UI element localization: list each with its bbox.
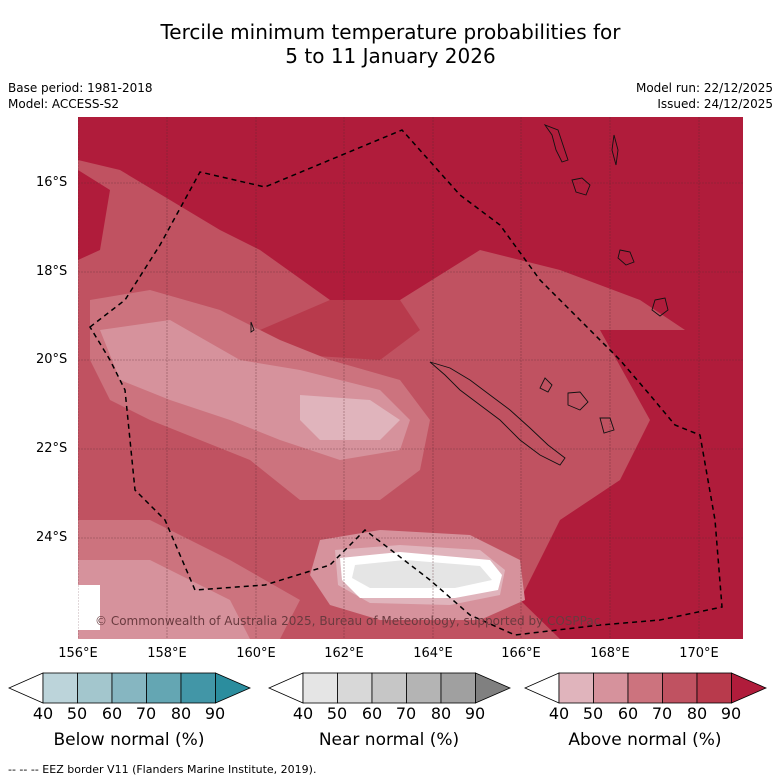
tick-below-60: 60 [101,704,123,723]
colorbar-segment [593,672,629,704]
lon-label-160e: 160°E [236,646,276,661]
coastlines [250,124,669,466]
vanuatu-coast-3 [611,134,619,166]
eez-border [89,129,723,636]
lon-label-166e: 166°E [501,646,541,661]
base-period: Base period: 1981-2018 [8,81,153,95]
colorbar-extend-high [475,672,511,704]
tick-below-90: 90 [204,704,226,723]
tick-near-40: 40 [292,704,314,723]
colorbar-segment [337,672,373,704]
tick-near-70: 70 [395,704,417,723]
colorbar-segment [662,672,698,704]
issued-date: Issued: 24/12/2025 [657,97,773,111]
lon-label-170e: 170°E [679,646,719,661]
near-white-west [78,585,100,630]
colorbar-extend-high [731,672,767,704]
colorbar-label-above: Above normal (%) [568,730,722,750]
tick-below-40: 40 [32,704,54,723]
tick-near-50: 50 [326,704,348,723]
island-coast-5 [651,297,669,317]
tick-above-70: 70 [651,704,673,723]
new-caledonia-coast [429,361,566,466]
colorbar-segment [627,672,663,704]
model-run: Model run: 22/12/2025 [635,81,773,95]
colorbar-segment [302,672,338,704]
vanuatu-coast-1 [543,124,569,163]
lon-label-164e: 164°E [413,646,453,661]
band-90 [78,117,743,360]
band-90-west [78,170,110,260]
colorbar-segment [558,672,594,704]
band-50 [300,395,400,440]
colorbar-segment [111,672,147,704]
map-field [78,117,743,639]
tick-below-70: 70 [135,704,157,723]
lon-label-162e: 162°E [324,646,364,661]
band-85 [260,300,420,360]
tick-above-80: 80 [686,704,708,723]
colorbar-extend-high [215,672,251,704]
vanuatu-coast-2 [571,177,591,196]
colorbar-extend-low [268,672,304,704]
vanuatu-coast-4 [617,249,635,266]
loyalty-coast-1 [539,377,553,393]
tick-below-50: 50 [66,704,88,723]
map-title: Tercile minimum temperature probabilitie… [0,20,781,68]
model-name: Model: ACCESS-S2 [8,97,120,111]
colorbar-segment [77,672,113,704]
band-90-east [520,330,743,639]
tick-above-50: 50 [582,704,604,723]
tick-above-60: 60 [617,704,639,723]
colorbar-near-normal [268,672,511,704]
lat-label-24s: 24°S [36,530,68,545]
colorbar-segment [371,672,407,704]
lat-label-20s: 20°S [36,352,68,367]
colorbar-segment [440,672,476,704]
lat-label-18s: 18°S [36,264,68,279]
meta-right: Model run: 22/12/2025 Issued: 24/12/2025 [636,80,773,112]
tick-above-90: 90 [720,704,742,723]
lon-label-158e: 158°E [147,646,187,661]
title-line-1: Tercile minimum temperature probabilitie… [160,20,621,44]
colorbar-label-near: Near normal (%) [318,730,460,750]
lat-label-16s: 16°S [36,175,68,190]
tick-near-60: 60 [361,704,383,723]
colorbar-segment [146,672,182,704]
colorbar-segment [42,672,78,704]
colorbar-below-normal [8,672,251,704]
copyright-text: © Commonwealth of Australia 2025, Bureau… [95,614,601,628]
tick-near-90: 90 [464,704,486,723]
colorbar-segment [406,672,442,704]
tick-above-40: 40 [548,704,570,723]
title-line-2: 5 to 11 January 2026 [285,44,496,68]
meta-left: Base period: 1981-2018 Model: ACCESS-S2 [8,80,153,112]
loyalty-coast-3 [599,417,615,434]
lon-label-168e: 168°E [590,646,630,661]
eez-footnote: -- -- -- EEZ border V11 (Flanders Marine… [8,763,317,776]
lat-label-22s: 22°S [36,441,68,456]
colorbar-label-below: Below normal (%) [53,730,205,750]
reef-coast [250,321,255,333]
lon-label-156e: 156°E [58,646,98,661]
loyalty-coast-2 [567,391,589,411]
colorbar-segment [180,672,216,704]
colorbar-extend-low [8,672,44,704]
tick-near-80: 80 [430,704,452,723]
tick-below-80: 80 [170,704,192,723]
colorbar-extend-low [524,672,560,704]
band-60-south [78,560,250,639]
colorbar-segment [696,672,732,704]
colorbar-above-normal [524,672,767,704]
